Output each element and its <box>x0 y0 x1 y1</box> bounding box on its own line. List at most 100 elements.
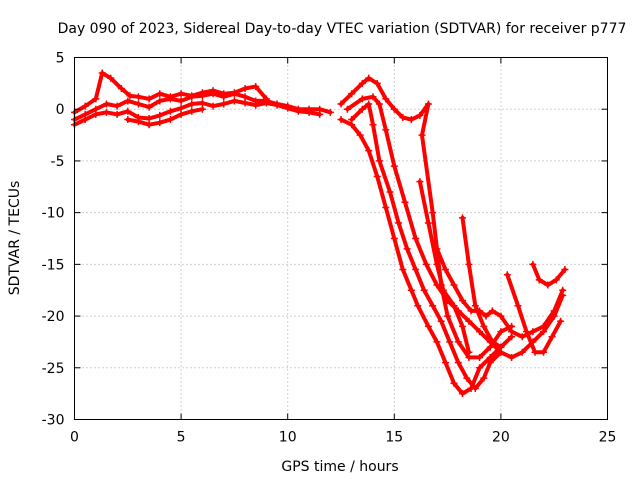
data-point-marker <box>441 359 449 367</box>
data-point-marker <box>465 260 473 268</box>
series-line <box>349 102 503 391</box>
series-track-9 <box>433 245 567 341</box>
data-point-marker <box>450 302 458 310</box>
data-point-marker <box>156 119 164 127</box>
data-point-marker <box>337 116 345 124</box>
data-point-marker <box>166 93 174 101</box>
data-point-marker <box>145 103 153 111</box>
data-point-marker <box>284 104 292 112</box>
data-point-marker <box>424 219 432 227</box>
data-point-marker <box>497 312 505 320</box>
data-point-marker <box>117 85 125 93</box>
data-point-marker <box>482 312 490 320</box>
data-point-marker <box>375 157 383 165</box>
data-point-marker <box>395 219 403 227</box>
data-point-marker <box>316 110 324 118</box>
data-point-marker <box>134 118 142 126</box>
data-point-marker <box>369 93 377 101</box>
y-tick-label: -15 <box>42 257 65 273</box>
data-point-marker <box>540 322 548 330</box>
data-point-marker <box>92 110 100 118</box>
data-point-marker <box>373 79 381 87</box>
data-point-marker <box>241 85 249 93</box>
data-point-marker <box>420 286 428 294</box>
data-point-marker <box>107 74 115 82</box>
data-point-marker <box>230 97 238 105</box>
data-point-marker <box>446 338 454 346</box>
data-point-marker <box>412 235 420 242</box>
data-point-marker <box>358 105 366 113</box>
data-point-marker <box>166 107 174 115</box>
data-point-marker <box>465 348 473 356</box>
data-point-marker <box>439 286 447 294</box>
data-point-marker <box>437 317 445 325</box>
data-point-marker <box>198 89 206 97</box>
data-point-marker <box>416 111 424 119</box>
data-point-marker <box>220 100 228 108</box>
data-point-marker <box>441 266 449 274</box>
data-point-marker <box>124 116 132 124</box>
data-point-marker <box>561 266 569 274</box>
x-tick-label: 15 <box>385 430 403 446</box>
series-track-3 <box>71 69 270 116</box>
data-point-marker <box>241 99 249 107</box>
plot-frame <box>74 57 608 420</box>
data-point-marker <box>480 374 488 382</box>
data-point-marker <box>518 348 526 356</box>
data-point-marker <box>386 188 394 196</box>
data-point-marker <box>252 82 260 90</box>
data-point-marker <box>375 100 383 108</box>
y-axis-label: SDTVAR / TECUs <box>7 181 23 296</box>
data-point-marker <box>358 79 366 87</box>
series-line <box>530 262 567 287</box>
data-point-marker <box>459 322 467 330</box>
data-point-marker <box>390 162 398 170</box>
data-point-marker <box>102 100 110 108</box>
data-point-marker <box>412 266 420 274</box>
data-point-marker <box>305 108 313 116</box>
data-point-marker <box>177 110 185 118</box>
data-point-marker <box>454 338 462 346</box>
series-track-2 <box>71 97 324 129</box>
data-point-marker <box>198 105 206 113</box>
data-point-marker <box>177 97 185 105</box>
data-point-marker <box>124 107 132 115</box>
data-point-marker <box>463 374 471 382</box>
data-point-marker <box>145 121 153 129</box>
data-point-marker <box>399 113 407 121</box>
data-point-marker <box>390 105 398 113</box>
data-series <box>71 69 569 398</box>
data-point-marker <box>414 302 422 310</box>
data-point-marker <box>465 317 473 325</box>
data-point-marker <box>326 108 334 116</box>
data-point-marker <box>444 312 452 320</box>
data-point-marker <box>134 93 142 101</box>
data-point-marker <box>557 317 565 325</box>
data-point-marker <box>177 104 185 112</box>
data-point-marker <box>156 90 164 98</box>
data-point-marker <box>424 100 432 108</box>
series-line <box>339 117 514 396</box>
data-point-marker <box>467 384 475 392</box>
data-point-marker <box>518 333 526 341</box>
data-point-marker <box>503 271 511 279</box>
series-track-7 <box>348 100 505 392</box>
data-point-marker <box>198 99 206 107</box>
data-point-marker <box>422 260 430 268</box>
data-point-marker <box>497 328 505 336</box>
data-point-marker <box>382 126 390 134</box>
data-point-marker <box>145 95 153 103</box>
data-point-marker <box>262 95 270 103</box>
data-point-marker <box>407 286 415 294</box>
data-point-marker <box>429 302 437 310</box>
data-point-marker <box>390 235 398 242</box>
data-point-marker <box>113 110 121 118</box>
data-point-marker <box>365 147 373 155</box>
data-point-marker <box>418 131 426 139</box>
y-tick-label: 0 <box>56 102 65 118</box>
data-point-marker <box>488 338 496 346</box>
data-point-marker <box>454 359 462 367</box>
data-point-marker <box>407 116 415 124</box>
series-track-5 <box>337 74 516 361</box>
data-point-marker <box>548 333 556 341</box>
